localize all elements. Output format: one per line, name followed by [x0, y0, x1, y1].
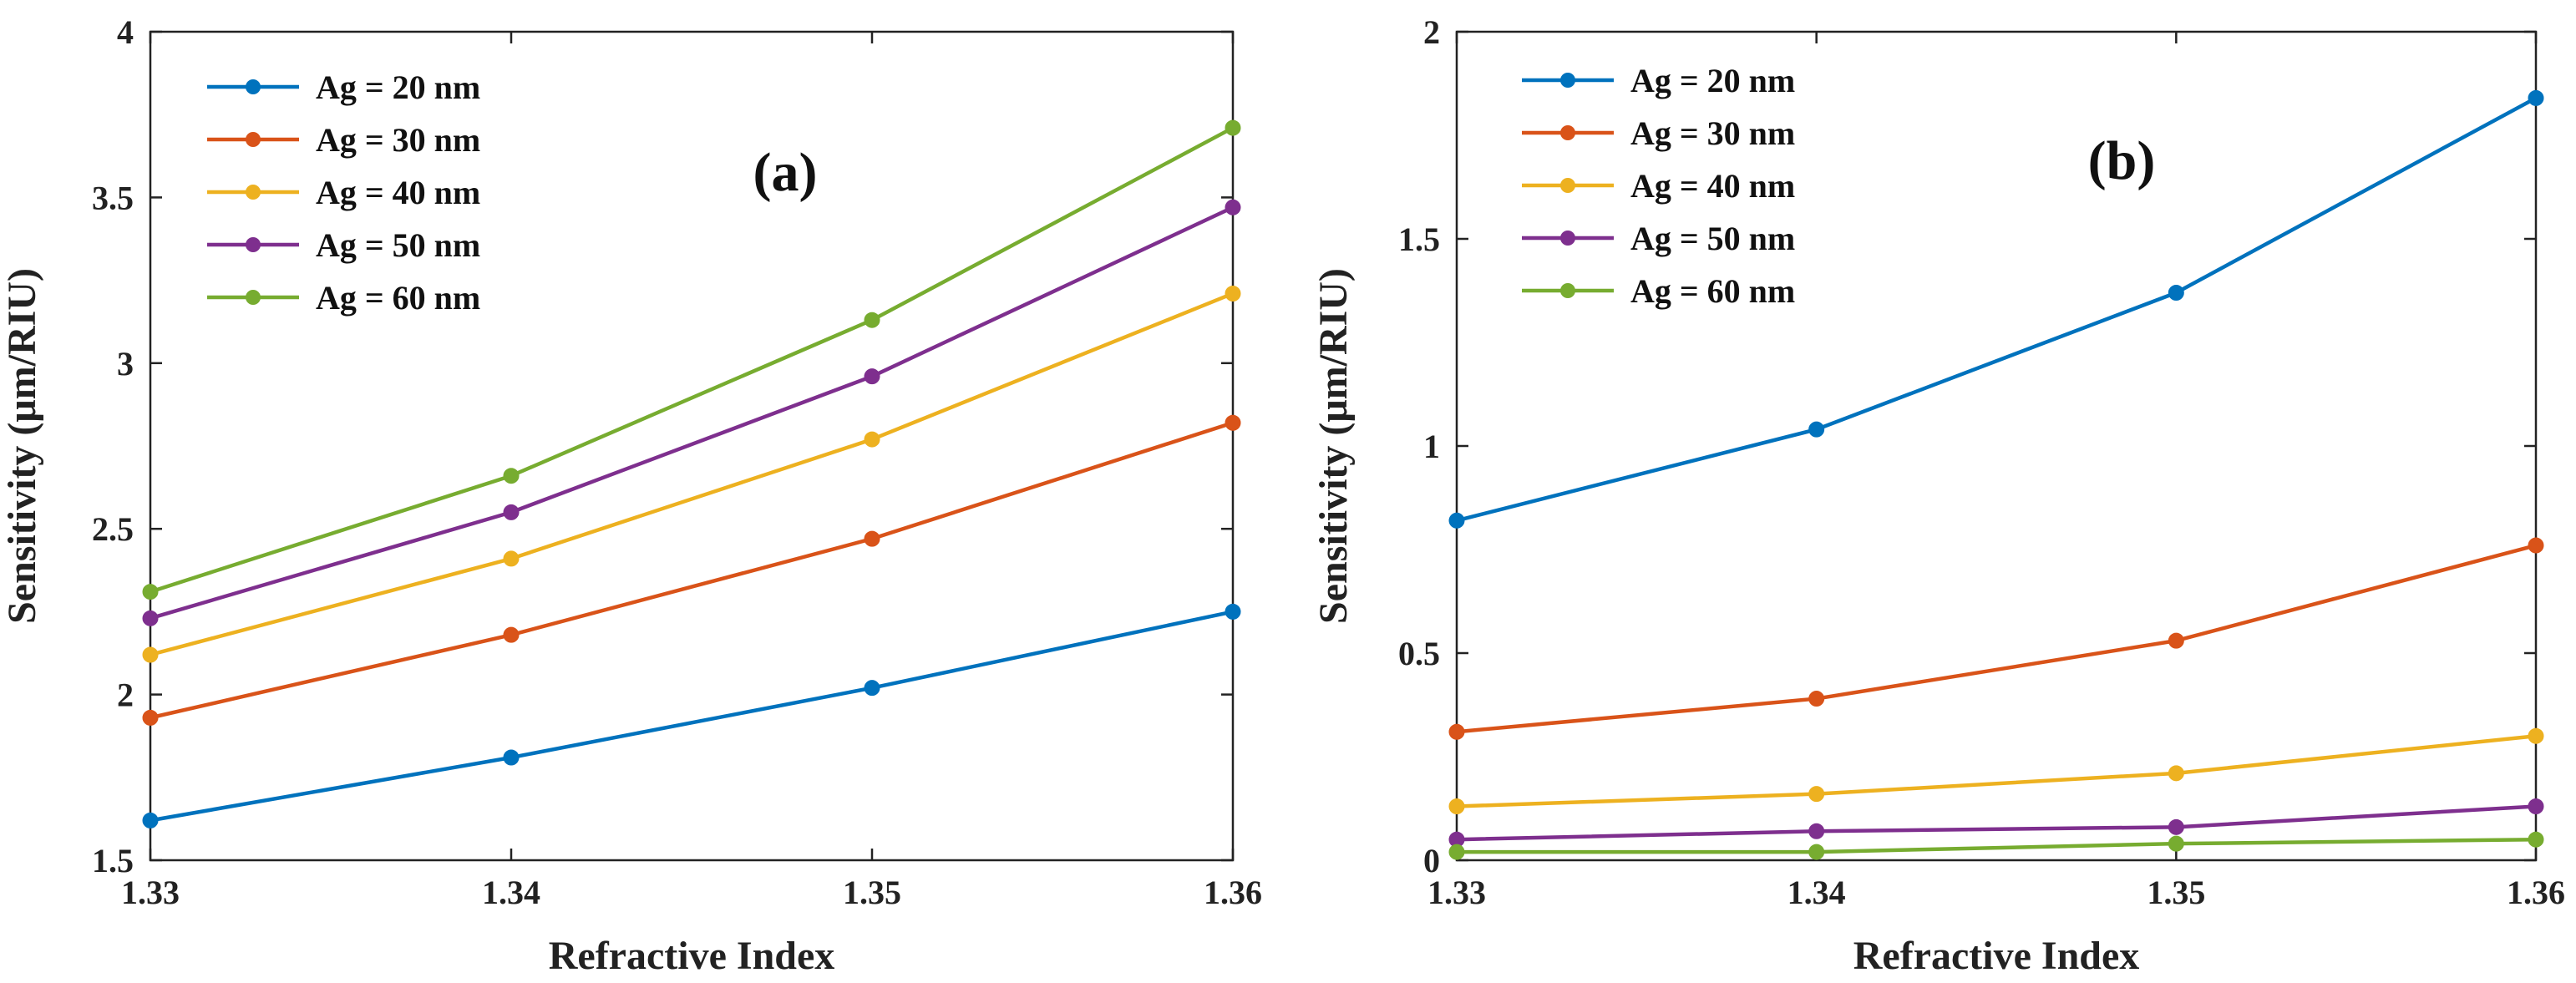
- x-tick-label: 1.34: [482, 874, 540, 911]
- x-tick-label: 1.33: [1427, 874, 1486, 911]
- data-point: [1225, 119, 1241, 136]
- series-line-4: [150, 205, 1234, 621]
- legend-entry: Ag = 40 nm: [316, 174, 480, 211]
- data-point: [864, 530, 880, 547]
- y-tick-label: 0.5: [1398, 635, 1440, 672]
- chart-panel-b: 1.33 1.34 1.35 1.36 0 0.5 1 1.5 2 Refractive Inde…: [1311, 13, 2565, 978]
- series-line-2: [150, 421, 1234, 720]
- data-point: [503, 626, 520, 643]
- y-tick-label: 2.5: [92, 510, 134, 548]
- data-point: [142, 610, 159, 626]
- series-line-1: [1456, 96, 2538, 523]
- data-point: [1808, 844, 1825, 860]
- legend-entry: Ag = 40 nm: [1630, 167, 1795, 205]
- data-point: [2528, 537, 2544, 554]
- data-point: [1448, 844, 1465, 860]
- plot-area-frame: [1455, 30, 2538, 862]
- data-point: [2168, 765, 2184, 782]
- legend-marker: [1560, 283, 1575, 298]
- data-point: [1808, 421, 1825, 438]
- legend-marker: [246, 132, 261, 147]
- legend-entry: Ag = 60 nm: [316, 279, 480, 317]
- plot-area-frame: [149, 30, 1235, 862]
- data-point: [142, 646, 159, 663]
- data-point: [864, 368, 880, 385]
- x-tick-label: 1.35: [843, 874, 901, 911]
- panel-label: (b): [2088, 130, 2156, 191]
- y-axis-label: Sensitivity (μm/RIU): [0, 268, 44, 624]
- data-point: [1808, 823, 1825, 839]
- series-line-4: [1456, 804, 2537, 842]
- data-point: [2528, 89, 2544, 106]
- x-tick-label: 1.33: [121, 874, 180, 911]
- legend-marker: [1560, 73, 1575, 88]
- data-point: [2528, 831, 2544, 848]
- series-line-2: [1456, 543, 2537, 734]
- data-point: [503, 468, 520, 484]
- y-tick-label: 3.5: [92, 179, 134, 216]
- x-tick-label: 1.35: [2147, 874, 2205, 911]
- data-point: [2168, 632, 2184, 649]
- chart-panel-a: 1.33 1.34 1.35 1.36 1.5 2 2.5 3 3.5 4 Refractive I…: [0, 13, 1262, 978]
- legend-marker: [1560, 125, 1575, 140]
- legend-marker: [246, 79, 261, 94]
- data-point: [503, 550, 520, 567]
- x-tick-label: 1.34: [1787, 874, 1846, 911]
- series-line-1: [150, 610, 1234, 823]
- data-point: [1225, 603, 1241, 620]
- legend-entry: Ag = 30 nm: [1630, 114, 1795, 152]
- legend-entry: Ag = 50 nm: [1630, 220, 1795, 257]
- data-point: [864, 312, 880, 328]
- legend-entry: Ag = 50 nm: [316, 226, 480, 264]
- data-point: [1448, 512, 1465, 529]
- data-point: [2168, 818, 2184, 835]
- legend-entry: Ag = 20 nm: [316, 68, 480, 106]
- data-point: [864, 680, 880, 697]
- legend-marker: [246, 237, 261, 252]
- data-point: [503, 504, 520, 520]
- legend-marker: [246, 185, 261, 200]
- legend-entry: Ag = 20 nm: [1630, 62, 1795, 99]
- data-point: [1448, 798, 1465, 815]
- data-point: [2168, 284, 2184, 301]
- series-line-5: [150, 126, 1235, 594]
- data-point: [142, 709, 159, 726]
- series-line-3: [1456, 733, 2537, 808]
- y-axis-label: Sensitivity (μm/RIU): [1311, 268, 1356, 624]
- data-point: [1808, 691, 1825, 707]
- legend-marker: [246, 290, 261, 305]
- y-tick-label: 4: [117, 13, 134, 51]
- data-point: [1225, 199, 1241, 215]
- y-tick-label: 2: [1423, 13, 1440, 51]
- x-tick-label: 1.36: [2507, 874, 2565, 911]
- y-tick-label: 0: [1423, 842, 1440, 879]
- data-point: [142, 812, 159, 828]
- panel-label: (a): [753, 142, 818, 203]
- data-point: [1225, 285, 1241, 301]
- x-tick-label: 1.36: [1204, 874, 1262, 911]
- y-tick-label: 3: [117, 345, 134, 383]
- data-point: [503, 749, 520, 766]
- y-tick-label: 1.5: [1398, 220, 1440, 258]
- y-tick-label: 1.5: [92, 842, 134, 879]
- data-point: [2528, 727, 2544, 744]
- data-point: [2528, 798, 2544, 815]
- data-point: [864, 431, 880, 448]
- legend-entry: Ag = 60 nm: [1630, 272, 1795, 310]
- data-point: [1448, 723, 1465, 740]
- legend-marker: [1560, 178, 1575, 193]
- x-axis-label: Refractive Index: [549, 934, 835, 978]
- legend-entry: Ag = 30 nm: [316, 121, 480, 159]
- legend-marker: [1560, 231, 1575, 246]
- data-point: [142, 584, 159, 600]
- y-tick-label: 2: [117, 676, 134, 714]
- data-point: [2168, 835, 2184, 852]
- data-point: [1808, 786, 1825, 803]
- series-line-3: [150, 291, 1234, 657]
- x-axis-label: Refractive Index: [1853, 934, 2140, 978]
- data-point: [1225, 414, 1241, 431]
- y-tick-label: 1: [1423, 428, 1440, 465]
- series-line-5: [1457, 837, 2537, 854]
